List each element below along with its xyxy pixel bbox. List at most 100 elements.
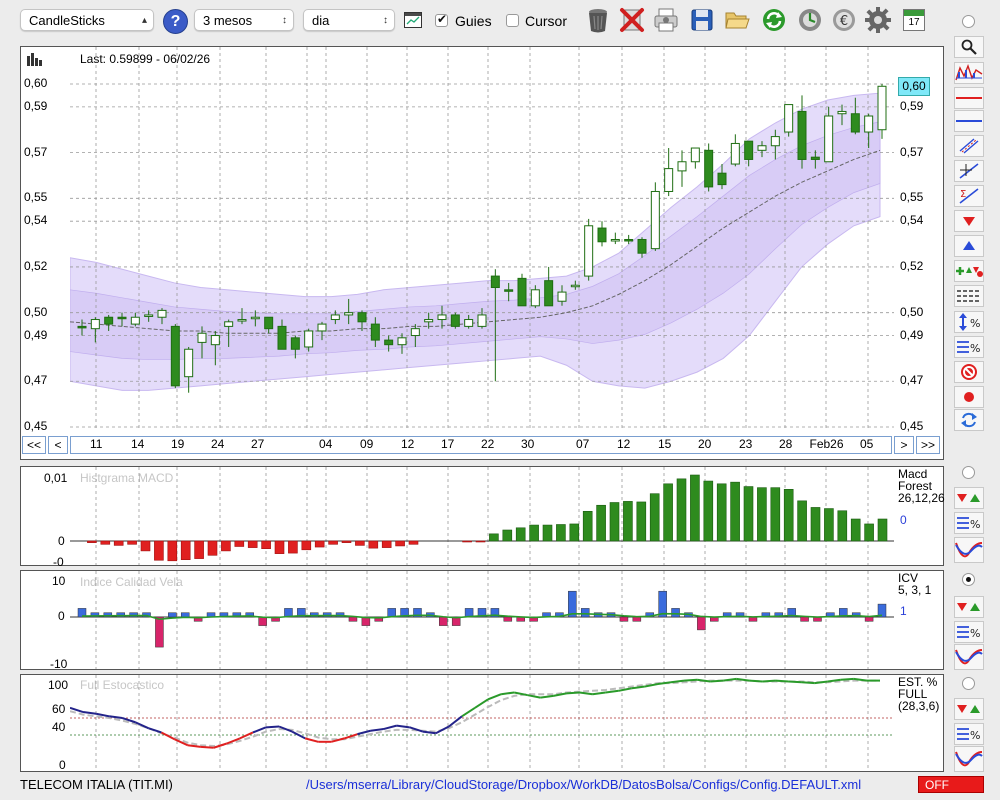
record-tool[interactable] <box>954 386 984 408</box>
lines-percent-icon: % <box>957 626 980 640</box>
macd-bar <box>127 540 137 545</box>
nav-first-button[interactable]: << <box>22 436 46 454</box>
nav-last-button[interactable]: >> <box>916 436 940 454</box>
stoch-k-segment <box>514 691 528 697</box>
status-badge[interactable]: OFF <box>918 776 984 793</box>
macd-lines-percent-tool[interactable]: % <box>954 512 984 534</box>
stoch-k-segment <box>631 685 645 690</box>
x-tick-label: 04 <box>319 437 333 451</box>
nav-next-button[interactable]: > <box>894 436 914 454</box>
calendar-icon[interactable]: 17 <box>899 5 929 35</box>
icv-signals-tool[interactable] <box>954 596 984 618</box>
panel-radio-macd[interactable] <box>962 466 975 479</box>
candle-body <box>77 325 87 329</box>
overlay-tool[interactable] <box>954 62 984 84</box>
save-icon[interactable] <box>687 5 717 35</box>
candle-body <box>397 337 407 346</box>
candle-body <box>157 309 167 318</box>
candle-body <box>197 332 207 343</box>
icv-lines-percent-tool[interactable]: % <box>954 621 984 643</box>
icv-bar <box>503 616 513 622</box>
stoch-signals-tool[interactable] <box>954 698 984 720</box>
macd-signals-tool[interactable] <box>954 487 984 509</box>
guides-checkbox[interactable] <box>435 12 448 27</box>
panel-radio-stochastic[interactable] <box>962 677 975 690</box>
scale-percent-tool[interactable]: % <box>954 311 984 333</box>
folder-icon[interactable] <box>722 5 752 35</box>
macd-bar <box>515 527 526 542</box>
magnifier-icon <box>961 39 977 55</box>
chart-window-icon[interactable] <box>404 12 422 28</box>
signals-tool[interactable] <box>954 260 984 282</box>
period-select[interactable]: 3 mesos ↕ <box>194 9 294 31</box>
stoch-k-segment <box>853 677 868 682</box>
grid-lines-icon <box>957 290 981 302</box>
x-tick-label: 23 <box>739 437 753 451</box>
red-line-tool[interactable] <box>954 87 984 109</box>
icv-bar <box>839 608 848 618</box>
trendline-tool[interactable] <box>954 160 984 182</box>
macd-curve-tool[interactable] <box>954 537 984 563</box>
stoch-k-segment <box>696 678 711 683</box>
chart-type-select[interactable]: CandleSticks ▴︎ <box>20 9 154 31</box>
x-tick-label: 24 <box>211 437 225 451</box>
macd-bar <box>314 540 325 548</box>
nav-next-label: > <box>900 438 908 452</box>
interval-select[interactable]: dia ↕ <box>303 9 395 31</box>
panel-radio-0[interactable] <box>962 15 975 28</box>
date-scrollbar[interactable] <box>70 436 892 454</box>
lines-percent-tool[interactable]: % <box>954 336 984 358</box>
stoch-curve-tool[interactable] <box>954 746 984 772</box>
candle-body <box>704 149 714 188</box>
arrow-down-tool[interactable] <box>954 210 984 232</box>
config-path-link[interactable]: /Users/mserra/Library/CloudStorage/Dropb… <box>306 777 862 792</box>
x-tick-label: 05 <box>860 437 874 451</box>
macd-bar <box>609 502 620 542</box>
zoom-tool[interactable] <box>954 36 984 58</box>
cursor-checkbox[interactable] <box>506 14 519 27</box>
macd-bar <box>381 540 392 548</box>
icv-bar <box>413 608 422 618</box>
stop-tool[interactable] <box>954 361 984 383</box>
sigma-icon: Σ <box>959 188 979 204</box>
panel-radio-icv[interactable] <box>962 573 975 586</box>
icv-curve-tool[interactable] <box>954 644 984 670</box>
print-icon[interactable] <box>651 5 681 35</box>
stoch-lines-percent-tool[interactable]: % <box>954 723 984 745</box>
instrument-name: TELECOM ITALIA (TIT.MI) <box>20 777 173 792</box>
macd-bar <box>341 540 352 543</box>
stoch-k-segment <box>409 726 424 733</box>
blue-line-tool[interactable] <box>954 110 984 132</box>
lines-percent-icon: % <box>957 728 980 742</box>
macd-bar <box>824 508 834 542</box>
nav-prev-button[interactable]: < <box>48 436 68 454</box>
refresh-icon[interactable] <box>759 5 789 35</box>
stoch-k-segment <box>801 681 815 685</box>
last-price-label: Last: 0.59899 - 06/02/26 <box>80 52 211 66</box>
stoch-k-segment <box>134 721 149 730</box>
stoch-k-segment <box>370 728 384 732</box>
macd-bar <box>395 540 405 547</box>
red-down-arrow-icon <box>963 217 975 226</box>
candle-body <box>117 316 127 320</box>
channel-tool[interactable] <box>954 135 984 157</box>
candle-body <box>464 319 474 327</box>
sync-tool[interactable] <box>954 409 984 431</box>
macd-panel-label: Histgrama MACD <box>80 471 174 485</box>
stoch-k-segment <box>840 677 854 681</box>
settings-icon[interactable] <box>863 5 893 35</box>
arrow-up-tool[interactable] <box>954 235 984 257</box>
stoch-k-segment <box>500 691 515 696</box>
remove-icon[interactable] <box>617 5 647 35</box>
update-icon[interactable] <box>795 5 825 35</box>
grid-lines-tool[interactable] <box>954 285 984 307</box>
macd-title-2: Forest <box>898 479 933 493</box>
icv-bar <box>800 616 809 622</box>
icv-bar <box>374 616 384 622</box>
stoch-k-segment <box>226 737 241 745</box>
sigma-tool[interactable]: Σ <box>954 185 984 207</box>
macd-bar <box>649 493 660 542</box>
help-button[interactable]: ? <box>163 9 188 34</box>
currency-icon[interactable]: € <box>829 5 859 35</box>
delete-icon[interactable] <box>583 5 613 35</box>
